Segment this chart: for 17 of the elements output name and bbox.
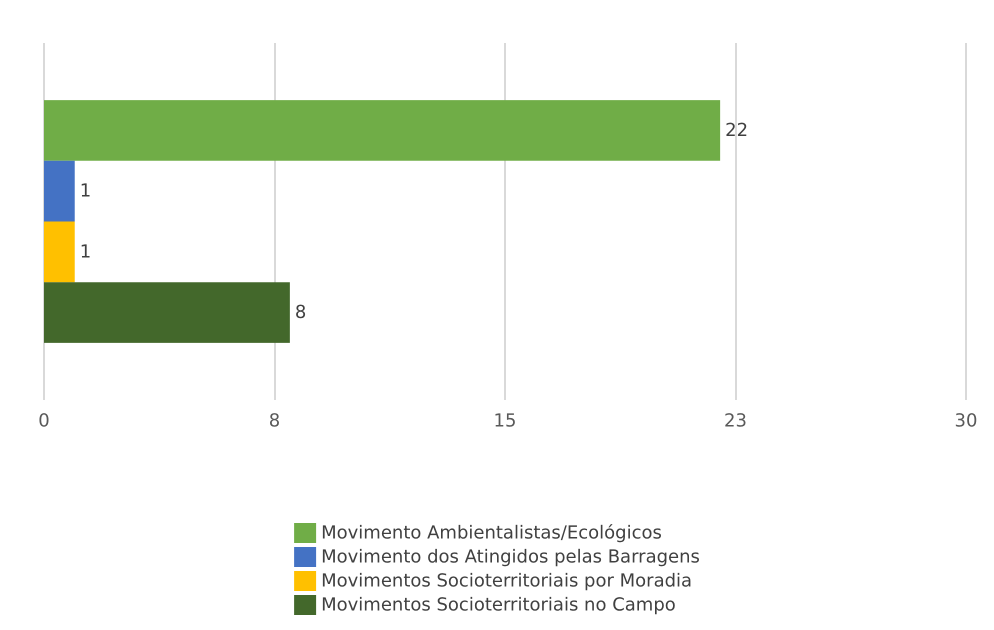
data-label: 1 bbox=[80, 180, 92, 202]
data-label: 1 bbox=[80, 241, 92, 262]
data-label: 8 bbox=[294, 302, 306, 324]
x-tick-label: 15 bbox=[494, 410, 516, 432]
legend-label: Movimento dos Atingidos pelas Barragens bbox=[321, 546, 700, 568]
x-tick-label: 0 bbox=[38, 410, 50, 432]
data-label: 22 bbox=[725, 120, 748, 141]
legend-label: Movimentos Socioterritoriais no Campo bbox=[321, 594, 676, 616]
x-tick-label: 8 bbox=[268, 410, 280, 432]
bar bbox=[44, 222, 75, 282]
legend-label: Movimento Ambientalistas/Ecológicos bbox=[321, 522, 662, 544]
x-tick-label: 30 bbox=[954, 410, 978, 432]
bar bbox=[44, 160, 75, 222]
legend-label: Movimentos Socioterritoriais por Moradia bbox=[321, 570, 692, 592]
bar bbox=[44, 100, 720, 161]
x-tick-label: 23 bbox=[724, 410, 747, 432]
bar bbox=[44, 282, 290, 343]
